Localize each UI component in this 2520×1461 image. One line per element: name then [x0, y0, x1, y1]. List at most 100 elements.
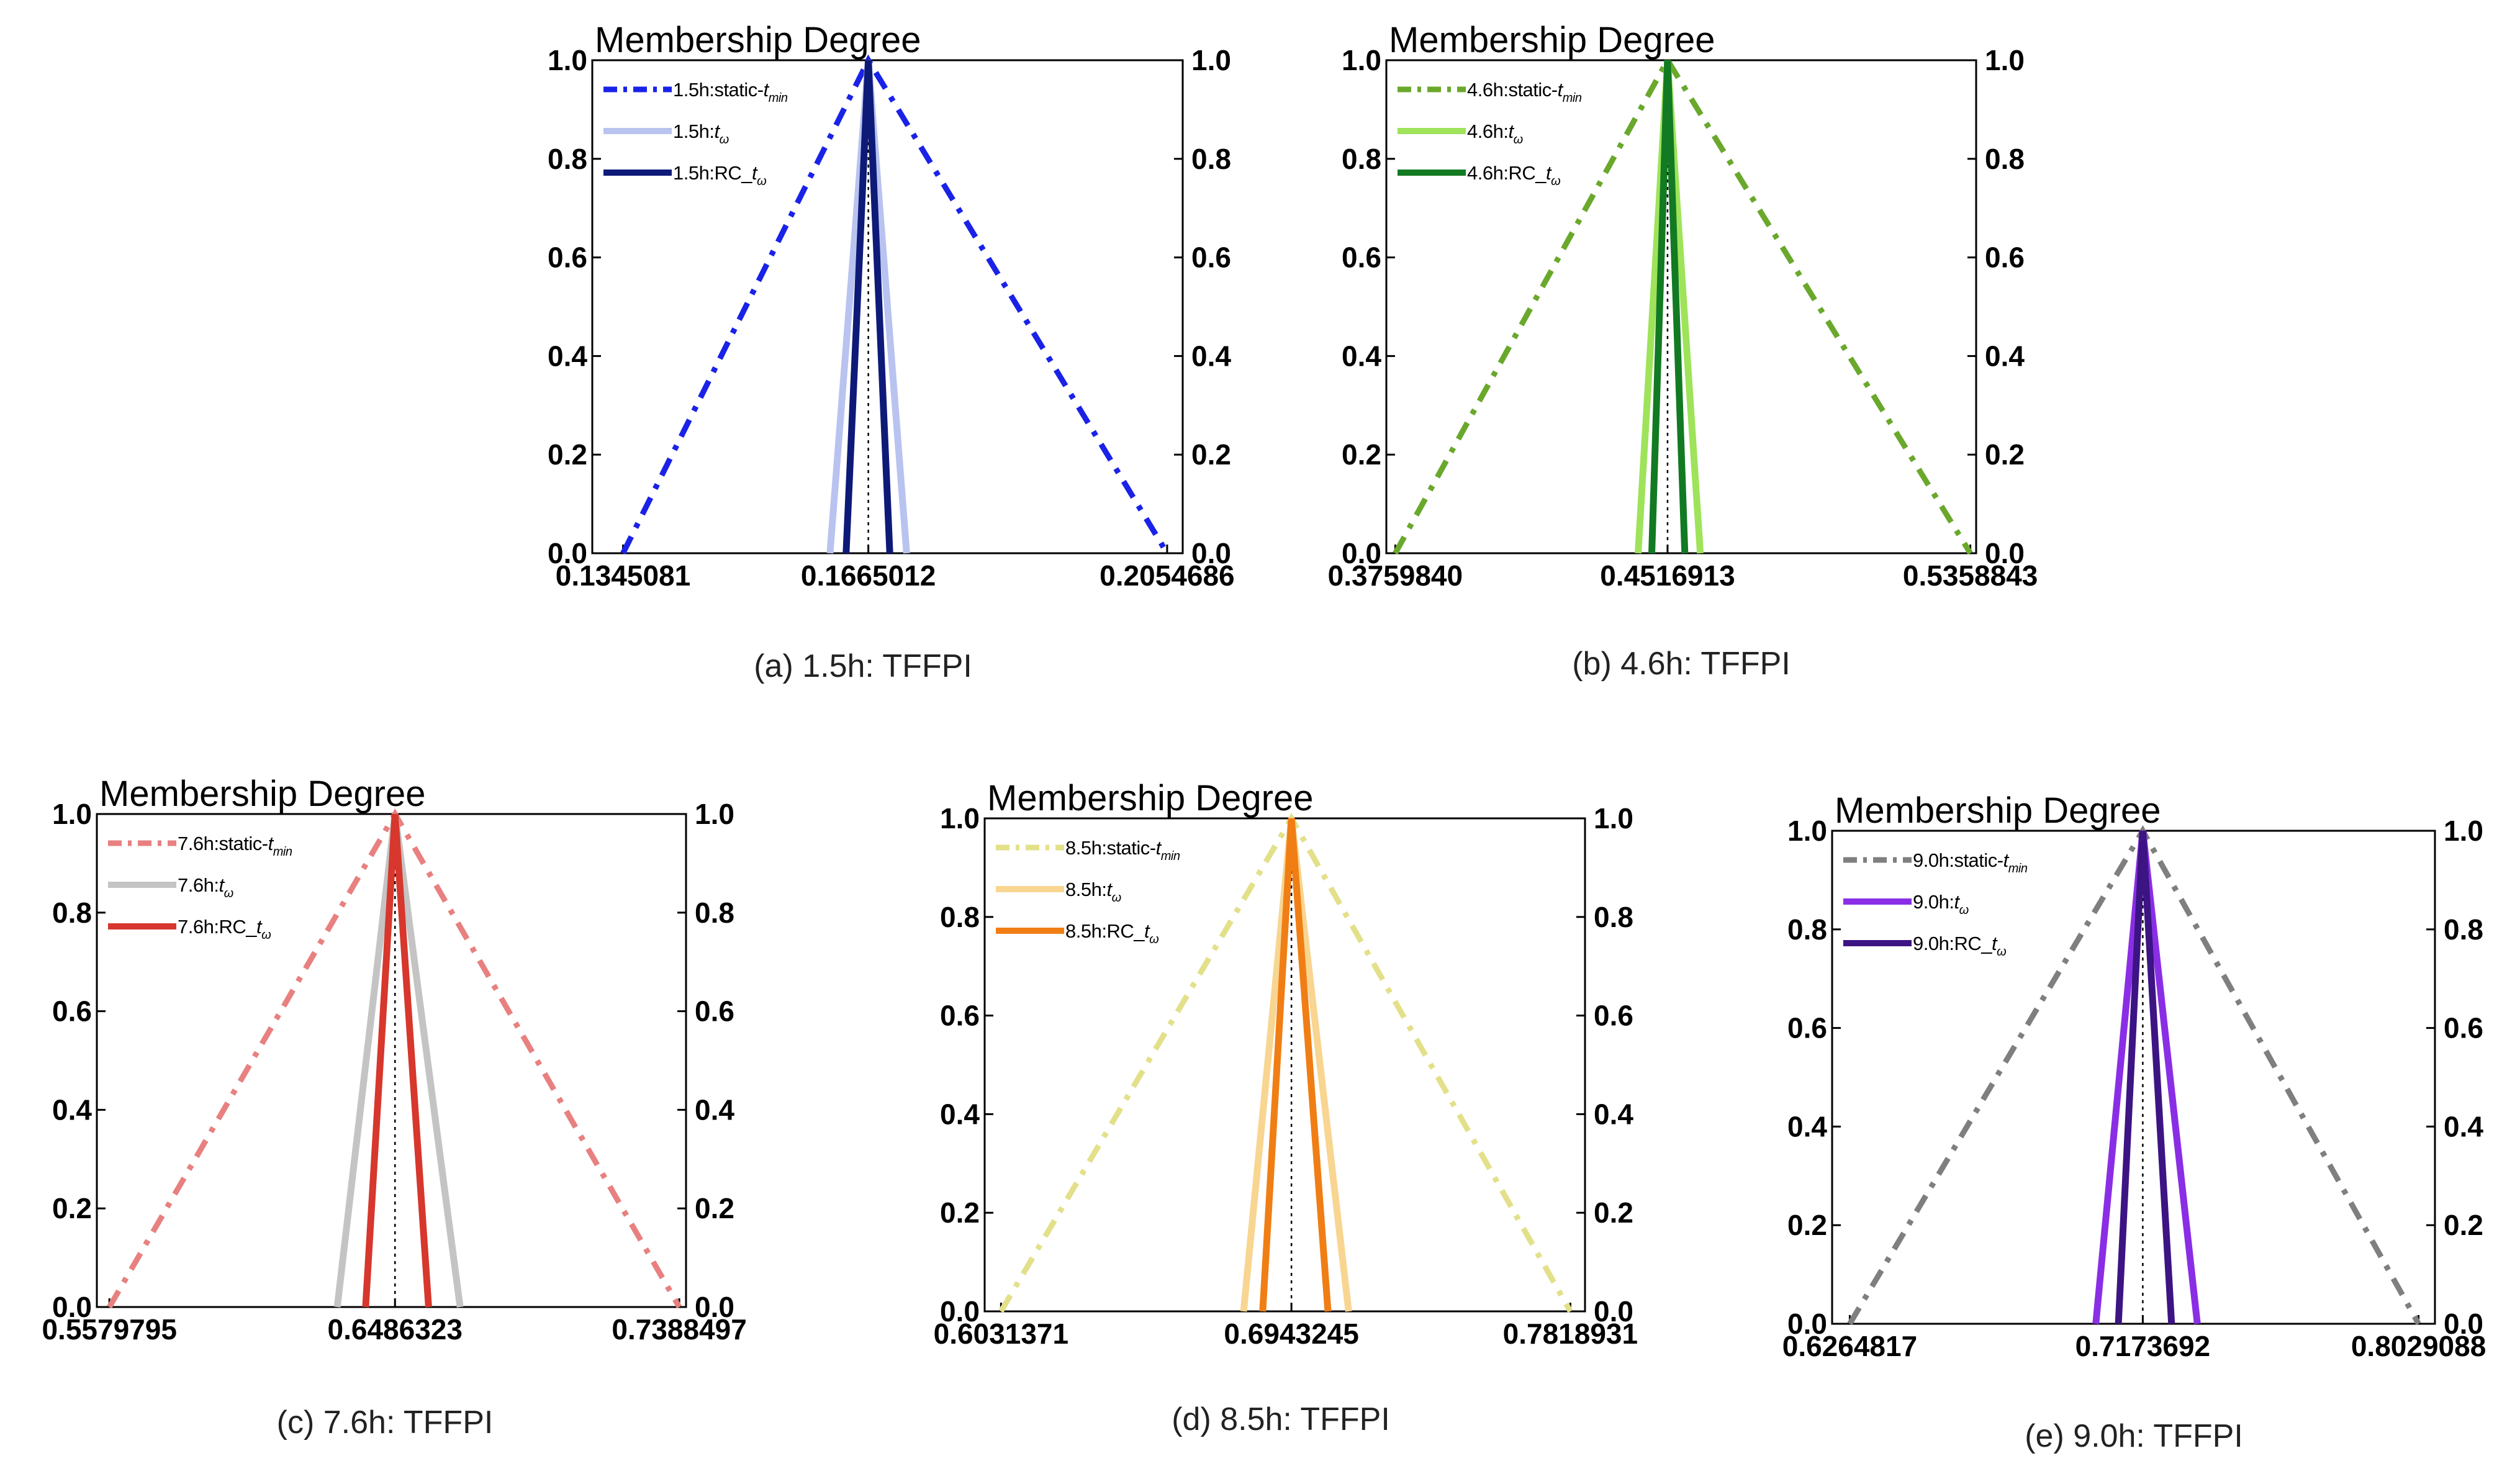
y-tick-label-right: 0.2 [1191, 438, 1231, 471]
y-tick-label-right: 0.0 [695, 1291, 734, 1323]
y-tick-label-right: 0.2 [2444, 1209, 2483, 1241]
y-tick-label-left: 1.0 [1342, 44, 1381, 76]
legend-label-3: 1.5h:RC_tω [673, 162, 766, 188]
x-tick-label: 0.5358843 [1903, 559, 2038, 592]
x-tick-label: 0.3759840 [1328, 559, 1463, 592]
y-tick-label-left: 0.2 [52, 1192, 92, 1224]
y-tick-label-left: 0.0 [52, 1291, 92, 1323]
legend-label-3: 4.6h:RC_tω [1467, 162, 1560, 188]
plot-frame [1385, 59, 1977, 554]
panel-caption: (c) 7.6h: TFFPI [277, 1404, 494, 1441]
y-tick-label-right: 0.6 [1594, 1000, 1633, 1032]
y-tick-label-left: 0.0 [1342, 537, 1381, 569]
y-tick-label-left: 0.4 [548, 340, 587, 372]
y-tick-label-right: 0.0 [2444, 1308, 2483, 1340]
y-tick-label-left: 0.2 [1787, 1209, 1827, 1241]
y-tick-label-left: 1.0 [52, 798, 92, 830]
y-tick-label-right: 1.0 [695, 798, 734, 830]
y-tick-label-right: 1.0 [2444, 815, 2483, 847]
chart-panel-5: 0.0 0.0 0.2 0.2 0.4 0.4 0.6 0.6 0.8 0.8 1.0 1.0 0.62… [1782, 790, 2486, 1454]
y-tick-label-right: 0.2 [1594, 1196, 1633, 1229]
y-tick-label-right: 0.0 [1191, 537, 1231, 569]
y-tick-label-left: 0.8 [548, 143, 587, 175]
legend-label-2: 7.6h:tω [178, 874, 233, 900]
y-tick-label-left: 1.0 [548, 44, 587, 76]
y-tick-label-right: 1.0 [1594, 802, 1633, 835]
legend-label-2: 4.6h:tω [1467, 120, 1523, 147]
y-tick-label-left: 0.2 [1342, 438, 1381, 471]
y-axis-title: Membership Degree [1389, 20, 1715, 60]
y-axis-title: Membership Degree [987, 778, 1313, 818]
panel-caption: (d) 8.5h: TFFPI [1172, 1401, 1390, 1437]
series-line-3 [842, 60, 893, 554]
x-tick-label: 0.4516913 [1600, 559, 1735, 592]
y-tick-label-left: 0.4 [940, 1098, 980, 1130]
plot-frame [96, 813, 687, 1308]
legend-label-3: 7.6h:RC_tω [178, 916, 271, 942]
legend-label-1: 1.5h:static-tmin [673, 79, 788, 105]
x-tick-label: 0.6486323 [328, 1313, 463, 1346]
y-tick-label-left: 0.6 [1342, 242, 1381, 274]
legend-label-1: 7.6h:static-tmin [178, 833, 292, 859]
series-line-3 [2115, 830, 2175, 1324]
y-tick-label-left: 1.0 [940, 802, 980, 835]
y-tick-label-right: 0.8 [2444, 913, 2483, 946]
y-tick-label-right: 0.2 [695, 1192, 734, 1224]
x-tick-label: 0.1665012 [801, 559, 936, 592]
y-tick-label-left: 0.6 [1787, 1012, 1827, 1044]
x-tick-label: 0.6264817 [1782, 1330, 1917, 1362]
y-tick-label-right: 0.4 [2444, 1110, 2483, 1142]
y-tick-label-right: 0.8 [1594, 901, 1633, 933]
y-tick-label-left: 0.6 [548, 242, 587, 274]
y-tick-label-left: 0.0 [548, 537, 587, 569]
y-tick-label-left: 0.6 [52, 995, 92, 1028]
series-line-3 [1259, 818, 1332, 1312]
legend-label-2: 8.5h:tω [1065, 879, 1121, 905]
y-tick-label-right: 0.0 [1985, 537, 2025, 569]
panel-caption: (b) 4.6h: TFFPI [1572, 646, 1791, 682]
y-tick-label-left: 0.0 [1787, 1308, 1827, 1340]
x-tick-label: 0.7173692 [2075, 1330, 2210, 1362]
y-tick-label-left: 0.8 [52, 897, 92, 929]
y-tick-label-left: 0.2 [548, 438, 587, 471]
y-tick-label-right: 0.6 [1191, 242, 1231, 274]
chart-panel-3: 0.0 0.0 0.2 0.2 0.4 0.4 0.6 0.6 0.8 0.8 1.0 1.0 0.55… [42, 774, 746, 1441]
y-tick-label-left: 0.6 [940, 1000, 980, 1032]
y-tick-label-left: 0.4 [1787, 1110, 1827, 1142]
y-tick-label-left: 0.8 [1342, 143, 1381, 175]
series-line-3 [362, 813, 432, 1308]
legend-label-1: 8.5h:static-tmin [1065, 837, 1180, 863]
y-tick-label-right: 1.0 [1191, 44, 1231, 76]
legend-label-3: 8.5h:RC_tω [1065, 920, 1158, 946]
series-line-3 [1648, 60, 1689, 554]
x-tick-label: 0.7818931 [1503, 1318, 1638, 1350]
legend-label-2: 9.0h:tω [1913, 891, 1969, 917]
panel-caption: (e) 9.0h: TFFPI [2025, 1418, 2243, 1454]
y-tick-label-right: 0.4 [1594, 1098, 1633, 1130]
x-tick-label: 0.7388497 [612, 1313, 746, 1346]
chart-panel-2: 0.0 0.0 0.2 0.2 0.4 0.4 0.6 0.6 0.8 0.8 1.0 1.0 0.37… [1328, 20, 2038, 682]
x-tick-label: 0.8029088 [2351, 1330, 2486, 1362]
y-tick-label-left: 0.2 [940, 1196, 980, 1229]
legend-label-3: 9.0h:RC_tω [1913, 933, 2006, 959]
legend-label-2: 1.5h:tω [673, 120, 729, 147]
y-tick-label-right: 0.4 [1191, 340, 1231, 372]
y-tick-label-right: 0.8 [695, 897, 734, 929]
y-tick-label-left: 0.4 [52, 1093, 92, 1126]
y-tick-label-right: 0.4 [1985, 340, 2025, 372]
y-tick-label-left: 0.8 [940, 901, 980, 933]
legend-label-1: 4.6h:static-tmin [1467, 79, 1582, 105]
panel-caption: (a) 1.5h: TFFPI [754, 648, 972, 684]
y-tick-label-right: 0.6 [1985, 242, 2025, 274]
x-tick-label: 0.6031371 [934, 1318, 1068, 1350]
x-tick-label: 0.6943245 [1224, 1318, 1358, 1350]
y-tick-label-right: 0.0 [1594, 1295, 1633, 1328]
y-tick-label-right: 0.2 [1985, 438, 2025, 471]
plot-frame [983, 817, 1586, 1313]
y-tick-label-left: 1.0 [1787, 815, 1827, 847]
y-axis-title: Membership Degree [99, 774, 425, 814]
y-tick-label-left: 0.4 [1342, 340, 1381, 372]
x-tick-label: 0.1345081 [556, 559, 690, 592]
y-tick-label-right: 0.8 [1985, 143, 2025, 175]
